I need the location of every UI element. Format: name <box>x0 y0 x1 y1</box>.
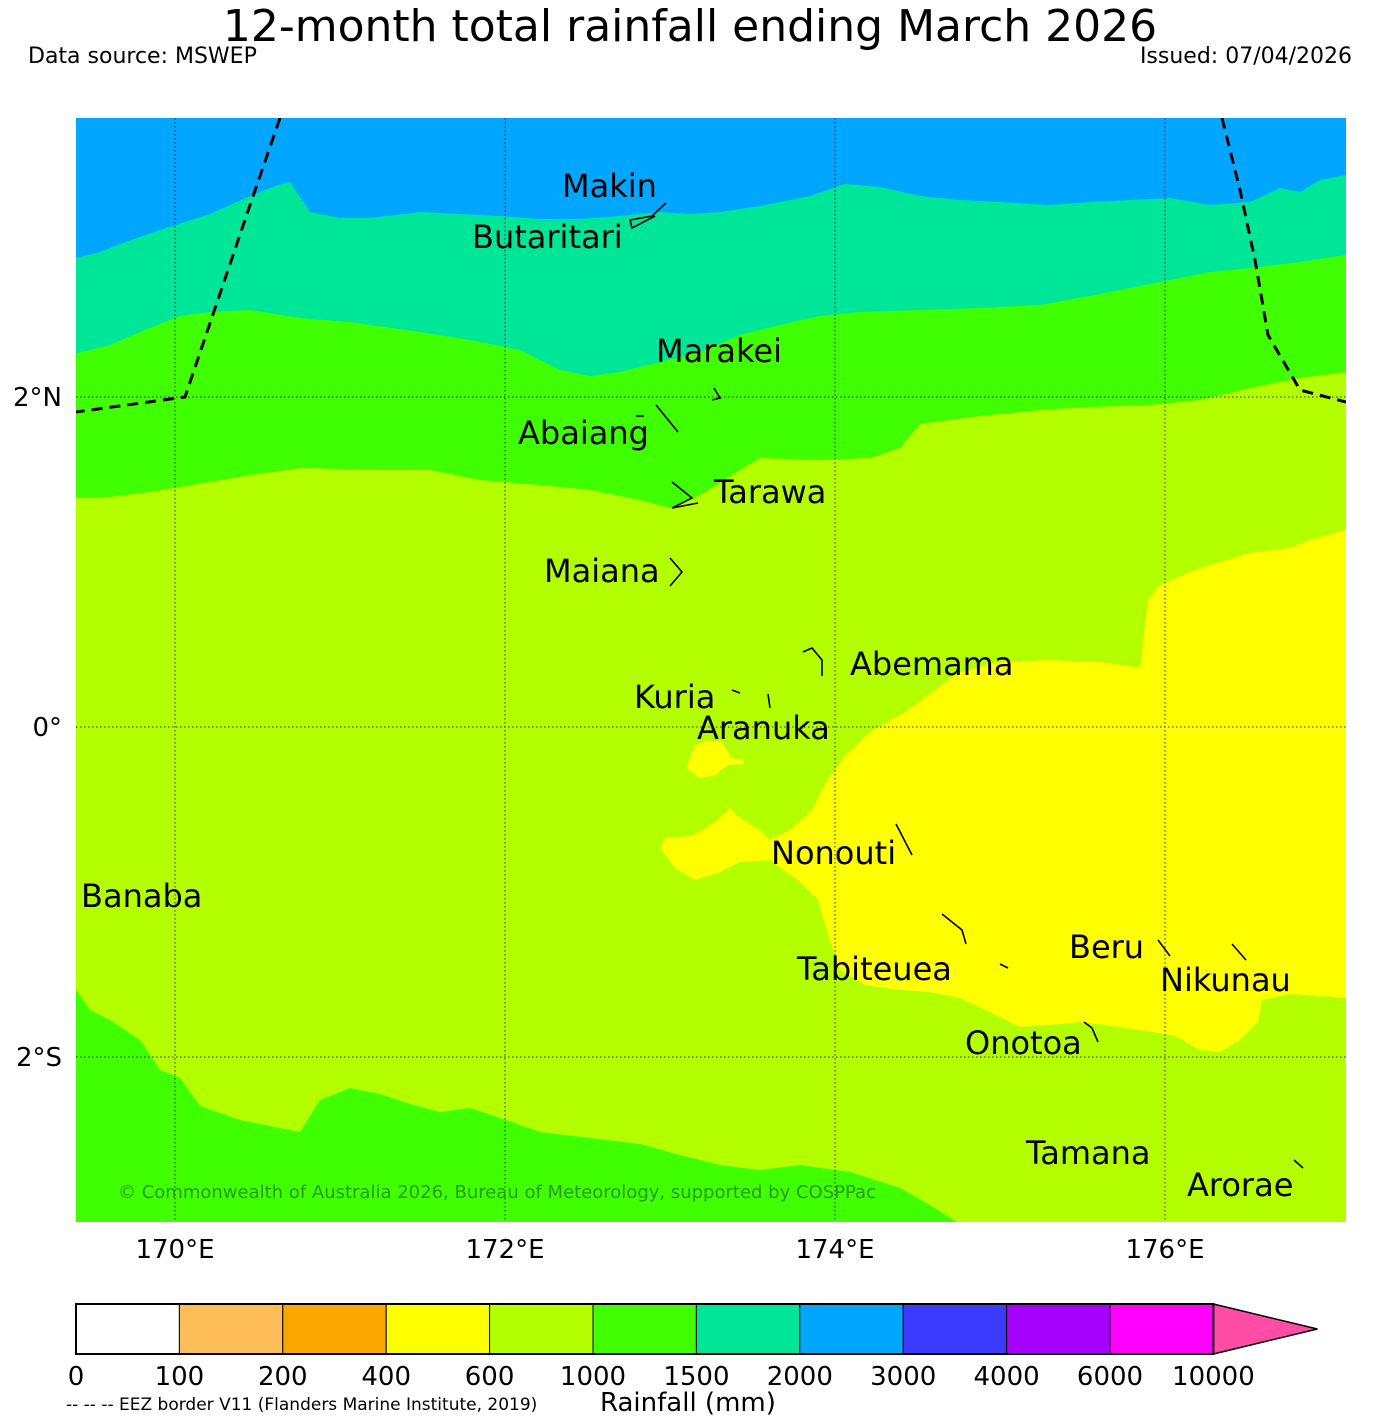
colorbar-segment <box>75 1303 180 1355</box>
colorbar-segment <box>1109 1303 1214 1355</box>
place-label-arorae: Arorae <box>1187 1166 1293 1204</box>
lon-label: 176°E <box>1125 1235 1204 1265</box>
islands <box>629 202 1304 1169</box>
colorbar-segment <box>902 1303 1008 1355</box>
data-source: Data source: MSWEP <box>28 44 257 69</box>
colorbar-segment <box>695 1303 801 1355</box>
colorbar-tick-label: 200 <box>258 1362 308 1392</box>
colorbar-tick-label: 0 <box>68 1362 85 1392</box>
lon-label: 170°E <box>135 1235 214 1265</box>
place-label-onotoa: Onotoa <box>965 1024 1082 1062</box>
place-label-tabiteuea: Tabiteuea <box>796 950 952 988</box>
band-2000-3000 <box>76 118 1346 258</box>
colorbar-tick-label: 3000 <box>870 1362 936 1392</box>
lat-label: 0° <box>32 713 62 743</box>
band-400-600-east <box>660 530 1346 1052</box>
place-label-aranuka: Aranuka <box>697 709 830 747</box>
issued-date: Issued: 07/04/2026 <box>1139 44 1352 69</box>
place-label-abaiang: Abaiang <box>518 414 649 452</box>
lon-labels: 170°E 172°E 174°E 176°E <box>135 1235 1204 1265</box>
place-label-kuria: Kuria <box>634 678 715 716</box>
place-label-abemama: Abemama <box>850 645 1013 683</box>
colorbar: 0 100 200 400 600 1000 1500 2000 3000 4000 6000 100… <box>68 1303 1318 1392</box>
rainfall-field <box>76 118 1346 1222</box>
graticule <box>76 118 1346 1222</box>
colorbar-tick-label: 400 <box>361 1362 411 1392</box>
colorbar-segment <box>592 1303 697 1355</box>
place-label-marakei: Marakei <box>656 332 782 370</box>
place-label-butaritari: Butaritari <box>472 218 623 256</box>
lon-label: 174°E <box>795 1235 874 1265</box>
colorbar-tick-label: 1000 <box>560 1362 626 1392</box>
colorbar-tick-label: 6000 <box>1077 1362 1143 1392</box>
lat-labels: 2°N 0° 2°S <box>13 383 62 1073</box>
colorbar-tick-label: 4000 <box>974 1362 1040 1392</box>
lat-label: 2°N <box>13 383 62 413</box>
colorbar-tick-label: 600 <box>465 1362 515 1392</box>
place-labels: Makin Butaritari Marakei Abaiang Tarawa … <box>81 167 1293 1204</box>
colorbar-tick-label: 100 <box>155 1362 205 1392</box>
band-1000-1500-islet <box>756 804 765 826</box>
colorbar-segment <box>178 1303 284 1355</box>
place-label-makin: Makin <box>562 167 657 205</box>
colorbar-segment <box>799 1303 904 1355</box>
place-label-beru: Beru <box>1069 928 1144 966</box>
lat-label: 2°S <box>16 1043 62 1073</box>
place-label-tarawa: Tarawa <box>713 473 826 511</box>
eez-note: -- -- -- EEZ border V11 (Flanders Marine… <box>66 1395 538 1415</box>
band-400-600-blob <box>686 740 744 778</box>
colorbar-tick-label: 10000 <box>1172 1362 1255 1392</box>
place-label-nonouti: Nonouti <box>771 834 896 872</box>
copyright-text: © Commonwealth of Australia 2026, Bureau… <box>118 1182 876 1203</box>
place-label-nikunau: Nikunau <box>1160 961 1291 999</box>
colorbar-segment <box>385 1303 491 1355</box>
band-1000-1500-south <box>76 990 957 1222</box>
eez-border <box>76 118 1346 414</box>
map-title: 12-month total rainfall ending March 202… <box>222 1 1158 52</box>
colorbar-tick-label: 2000 <box>767 1362 833 1392</box>
colorbar-extend-arrow <box>1212 1303 1318 1355</box>
lon-label: 172°E <box>465 1235 544 1265</box>
place-label-banaba: Banaba <box>81 877 202 915</box>
colorbar-tick-label: 1500 <box>663 1362 729 1392</box>
colorbar-outline <box>75 1303 1215 1355</box>
colorbar-label: Rainfall (mm) <box>600 1388 776 1418</box>
colorbar-segment <box>489 1303 594 1355</box>
place-label-tamana: Tamana <box>1025 1134 1151 1172</box>
colorbar-segment <box>282 1303 387 1355</box>
colorbar-segment <box>1006 1303 1111 1355</box>
place-label-maiana: Maiana <box>544 552 660 590</box>
